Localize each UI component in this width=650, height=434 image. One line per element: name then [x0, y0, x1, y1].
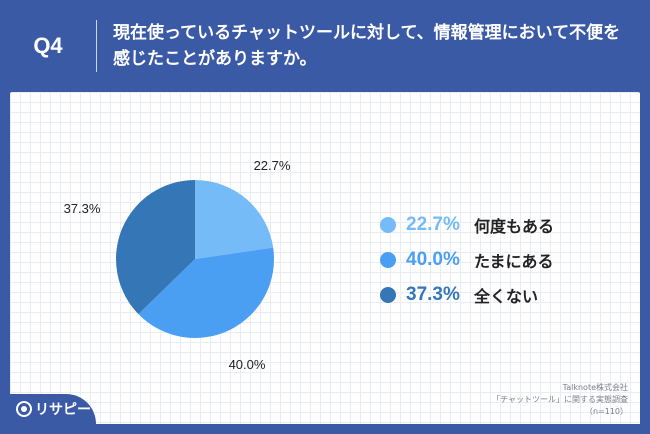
question-number: Q4	[33, 33, 63, 58]
pie-label-2: 37.3%	[64, 201, 101, 216]
pie-chart: 22.7% 40.0% 37.3%	[64, 158, 291, 372]
source-survey: 「チャットツール」に関する実態調査	[492, 395, 628, 404]
legend-swatch-1	[380, 251, 396, 268]
legend-value-1: 40.0%	[406, 248, 460, 270]
brand-logo-text: リサピー	[35, 402, 91, 418]
pie-slice-1	[138, 247, 274, 338]
legend-value-0: 22.7%	[406, 213, 460, 235]
legend: 22.7% 何度もある 40.0% たまにある 37.3% 全くない	[380, 214, 554, 319]
header-divider	[96, 20, 97, 72]
legend-label-1: たまにある	[474, 251, 554, 271]
legend-value-2: 37.3%	[406, 283, 460, 305]
source-note: Talknote株式会社 「チャットツール」に関する実態調査 （n=110）	[492, 382, 628, 418]
pie-label-0: 22.7%	[254, 158, 291, 173]
legend-swatch-0	[380, 216, 396, 233]
pie-label-1: 40.0%	[229, 357, 266, 372]
legend-label-2: 全くない	[474, 286, 539, 306]
source-sample-size: （n=110）	[584, 407, 628, 416]
legend-item-2: 37.3% 全くない	[380, 283, 554, 306]
legend-label-0: 何度もある	[474, 216, 555, 236]
chart-card: 22.7% 40.0% 37.3% 22.7% 何度もある 40.0% たまにある …	[10, 92, 640, 424]
legend-swatch-2	[380, 286, 396, 303]
search-magnifier-icon	[16, 401, 32, 417]
question-header: Q4 現在使っているチャットツールに対して、情報管理において不便を感じたことがあ…	[0, 0, 650, 92]
pie-slice-0	[195, 180, 274, 259]
legend-item-0: 22.7% 何度もある	[380, 213, 555, 236]
pie-slice-2	[115, 180, 195, 315]
source-company: Talknote株式会社	[562, 383, 628, 392]
legend-item-1: 40.0% たまにある	[380, 248, 554, 271]
brand-logo: リサピー	[10, 394, 96, 424]
question-text: 現在使っているチャットツールに対して、情報管理において不便を感じたことがあります…	[113, 23, 621, 69]
